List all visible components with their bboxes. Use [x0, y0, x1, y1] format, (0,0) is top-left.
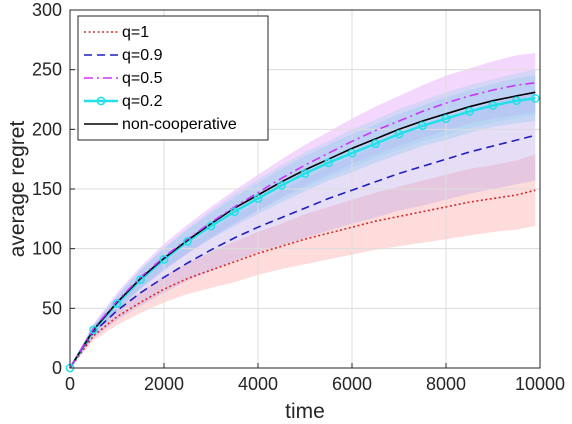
- y-tick-label: 150: [32, 179, 62, 199]
- marker-series-3: [277, 181, 286, 190]
- legend-label: non-cooperative: [122, 116, 237, 133]
- band-series-0: [70, 154, 536, 368]
- marker-series-3: [465, 107, 474, 116]
- marker-series-3: [183, 237, 192, 246]
- marker-series-3: [347, 148, 357, 158]
- x-tick-label: 6000: [332, 374, 372, 394]
- marker-series-3: [394, 129, 404, 139]
- legend-label: q=0.9: [122, 47, 163, 64]
- legend-label: q=1: [122, 24, 149, 41]
- marker-series-3: [253, 194, 263, 203]
- band-series-2: [70, 53, 536, 368]
- legend-label: q=0.2: [122, 93, 163, 110]
- marker-series-3: [112, 299, 122, 308]
- y-tick-label: 100: [32, 239, 62, 259]
- marker-series-3: [488, 101, 498, 110]
- x-tick-label: 8000: [426, 374, 466, 394]
- x-tick-label: 4000: [238, 374, 278, 394]
- legend: q=1 q=0.9 q=0.5 q=0.2 non-cooperative: [77, 15, 269, 141]
- marker-series-3: [512, 96, 521, 106]
- line-series-1: [69, 134, 536, 369]
- marker-series-3: [159, 255, 169, 264]
- marker-series-3: [371, 139, 380, 149]
- marker-series-3: [441, 114, 451, 123]
- y-tick-label: 200: [32, 119, 62, 139]
- band-series-4: [70, 69, 536, 368]
- x-tick-label: 2000: [144, 374, 184, 394]
- marker-series-3: [300, 169, 310, 178]
- x-axis-ticks: 0 2000 4000 6000 8000 10000: [65, 363, 565, 394]
- marker-series-3: [136, 275, 145, 285]
- x-tick-label: 0: [65, 374, 75, 394]
- marker-series-3: [89, 325, 98, 335]
- y-axis-label: average regret: [6, 121, 29, 258]
- y-tick-label: 0: [52, 358, 62, 378]
- x-axis-label: time: [285, 400, 325, 423]
- legend-label: q=0.5: [122, 70, 163, 87]
- marker-series-3: [418, 121, 427, 131]
- y-tick-label: 300: [32, 0, 62, 20]
- x-tick-label: 10000: [515, 374, 565, 394]
- marker-series-3: [230, 207, 239, 217]
- series-markers: [65, 93, 540, 373]
- legend-marker: [96, 96, 106, 106]
- marker-series-3: [206, 221, 216, 231]
- y-tick-label: 50: [42, 298, 62, 318]
- marker-series-3: [530, 93, 540, 103]
- y-axis-ticks: 0 50 100 150 200 250 300: [32, 0, 75, 378]
- y-tick-label: 250: [32, 60, 62, 80]
- marker-series-3: [324, 158, 333, 168]
- band-series-1: [70, 90, 536, 368]
- line-series-3: [68, 97, 536, 369]
